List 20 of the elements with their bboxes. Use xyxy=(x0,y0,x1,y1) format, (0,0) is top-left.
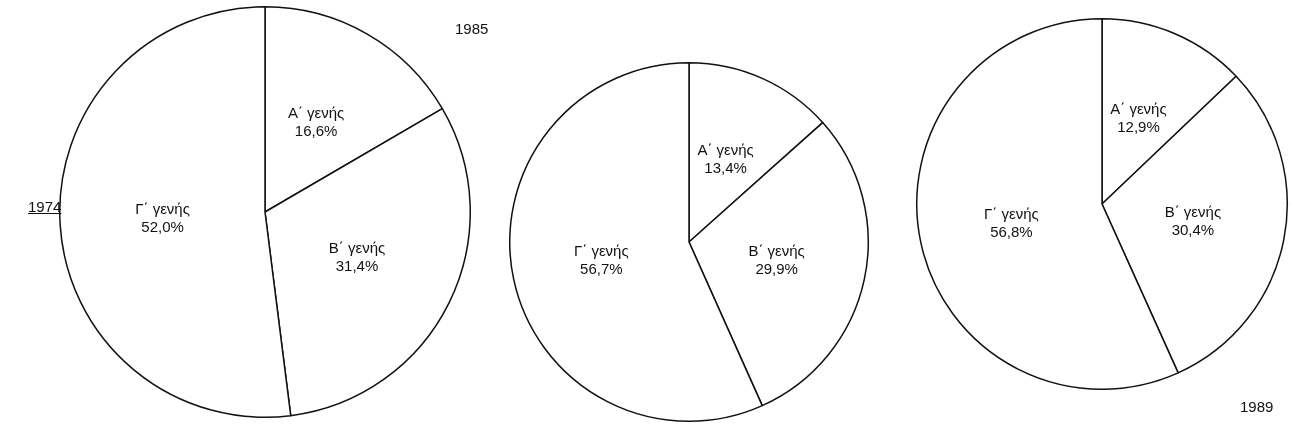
slice-label: Γ΄ γενής xyxy=(984,204,1039,222)
slice-label: Β΄ γενής xyxy=(328,238,386,256)
data-label: 29,9% xyxy=(755,259,798,277)
data-label: 31,4% xyxy=(335,256,379,274)
data-label: 30,4% xyxy=(1171,220,1215,238)
slice-label: Α΄ γενής xyxy=(697,141,754,159)
data-label: 13,4% xyxy=(704,159,747,177)
slice-label: Β΄ γενής xyxy=(1164,202,1222,220)
text: 1989 xyxy=(1240,398,1274,415)
slice-label: Α΄ γενής xyxy=(287,104,345,122)
data-label: 56,8% xyxy=(990,222,1033,240)
slice-label: Β΄ γενής xyxy=(748,241,805,259)
slice-label: Α΄ γενής xyxy=(1110,100,1167,117)
slice-label: Γ΄ γενής xyxy=(135,199,190,217)
data-label: 16,6% xyxy=(294,122,338,140)
data-label: 12,9% xyxy=(1117,118,1160,135)
data-label: 56,7% xyxy=(580,259,623,277)
data-label: 52,0% xyxy=(141,217,184,235)
chart-title: 1985 xyxy=(455,20,489,37)
slice-label: Γ΄ γενής xyxy=(574,241,629,259)
